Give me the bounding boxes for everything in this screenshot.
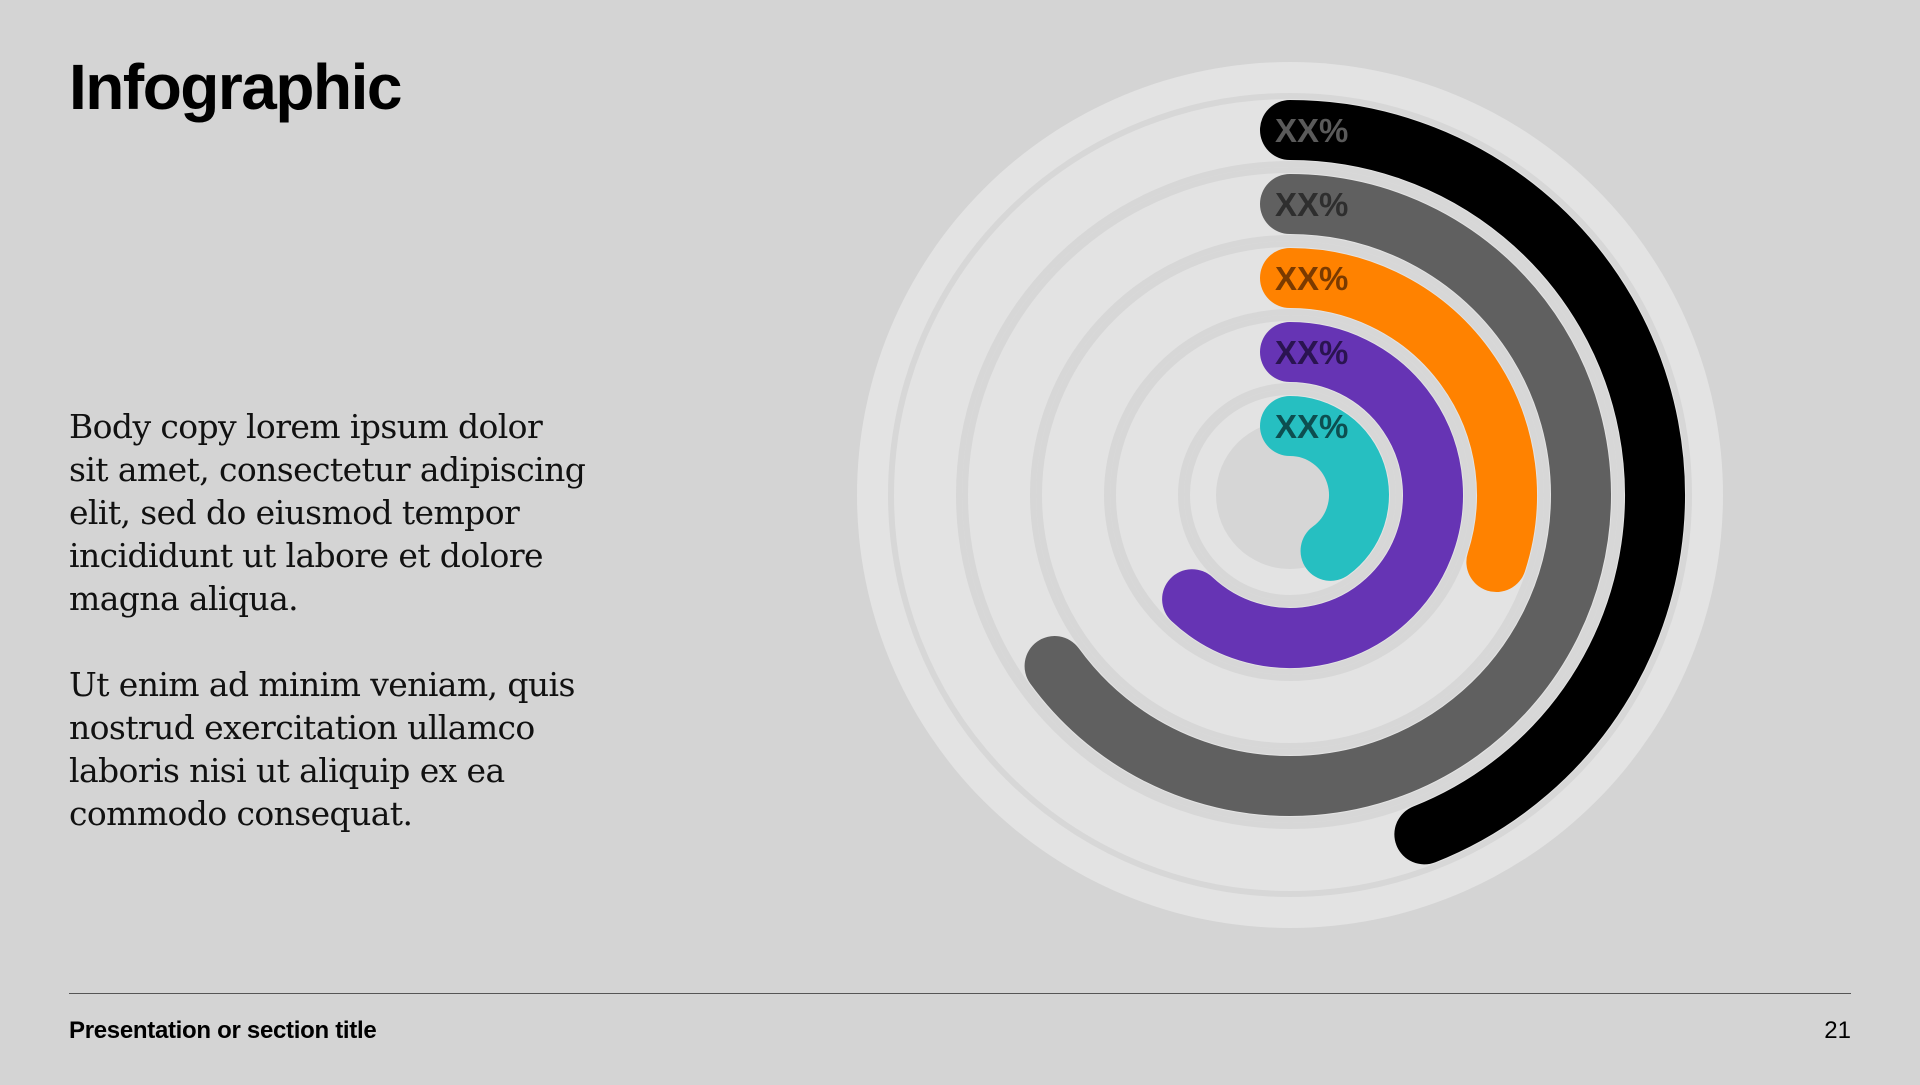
radial-bar-2 [1024, 174, 1611, 816]
radial-bar-3 [1260, 248, 1537, 593]
radial-bar-4 [1162, 322, 1463, 668]
radial-bar-label-4: XX% [1275, 334, 1348, 371]
radial-bar-label-5: XX% [1275, 408, 1348, 445]
footer-presentation-title: Presentation or section title [69, 1017, 377, 1044]
footer-divider [69, 993, 1851, 994]
body-copy: Body copy lorem ipsum dolor sit amet, co… [69, 405, 589, 878]
slide-title: Infographic [69, 51, 402, 123]
page-number: 21 [1824, 1017, 1851, 1044]
body-paragraph: Ut enim ad minim veniam, quis nostrud ex… [69, 665, 575, 833]
radial-bar-label-3: XX% [1275, 260, 1348, 297]
radial-bar-label-1: XX% [1275, 112, 1348, 149]
radial-bar-5 [1260, 396, 1389, 581]
radial-bar-label-2: XX% [1275, 186, 1348, 223]
radial-bar-1 [1260, 100, 1685, 865]
body-paragraph: Body copy lorem ipsum dolor sit amet, co… [69, 407, 586, 618]
